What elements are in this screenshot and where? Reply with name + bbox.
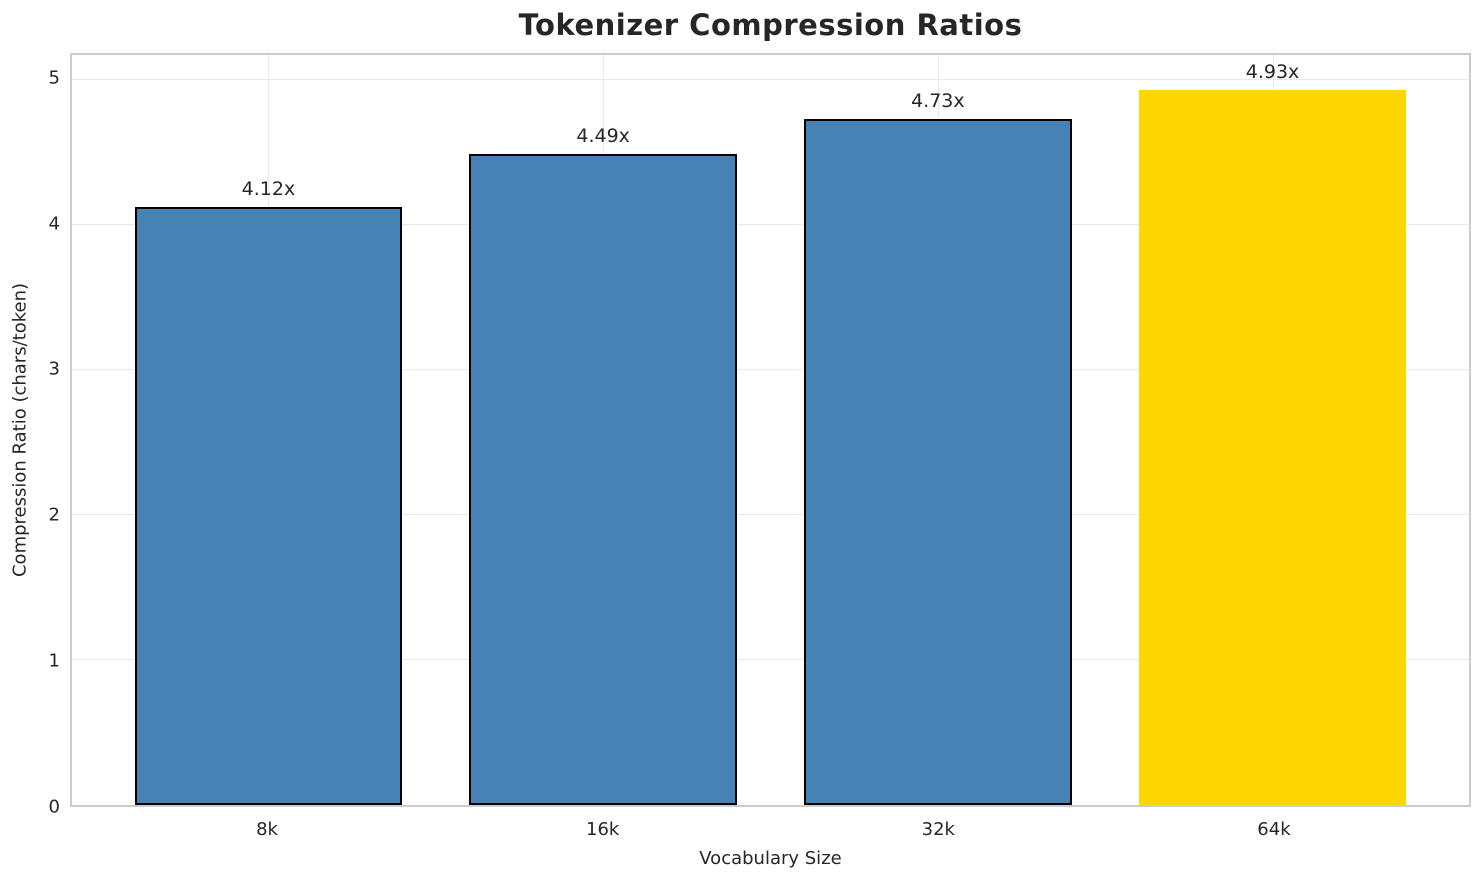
y-tick-label: 4: [48, 213, 60, 235]
x-tick-label-8k: 8k: [256, 819, 278, 840]
horizontal-gridline: [72, 513, 1469, 515]
x-axis-label: Vocabulary Size: [699, 848, 842, 869]
bar-64k: [1138, 89, 1407, 805]
plot-area: 4.12x 4.49x 4.73x 4.93x: [70, 53, 1471, 807]
horizontal-gridline: [72, 368, 1469, 370]
bar-value-label-16k: 4.49x: [576, 124, 630, 147]
x-tick-label-32k: 32k: [921, 819, 955, 840]
horizontal-gridline: [72, 658, 1469, 660]
y-axis-label: Compression Ratio (chars/token): [9, 282, 31, 578]
bar-value-label-64k: 4.93x: [1245, 60, 1300, 83]
bar-16k: [469, 153, 738, 805]
x-tick-label-64k: 64k: [1257, 819, 1291, 840]
bar-8k: [134, 207, 403, 805]
bar-32k: [803, 118, 1072, 805]
y-tick-label: 3: [48, 358, 60, 380]
y-tick-label: 0: [48, 796, 60, 818]
x-tick-label-16k: 16k: [586, 819, 620, 840]
horizontal-gridline: [72, 223, 1469, 225]
y-tick-label: 1: [48, 650, 60, 672]
bar-value-label-8k: 4.12x: [241, 178, 296, 201]
horizontal-gridline: [72, 78, 1469, 80]
chart-title: Tokenizer Compression Ratios: [518, 8, 1023, 42]
y-tick-label: 5: [48, 67, 60, 89]
y-tick-label: 2: [48, 504, 60, 526]
bar-value-label-32k: 4.73x: [911, 89, 965, 112]
